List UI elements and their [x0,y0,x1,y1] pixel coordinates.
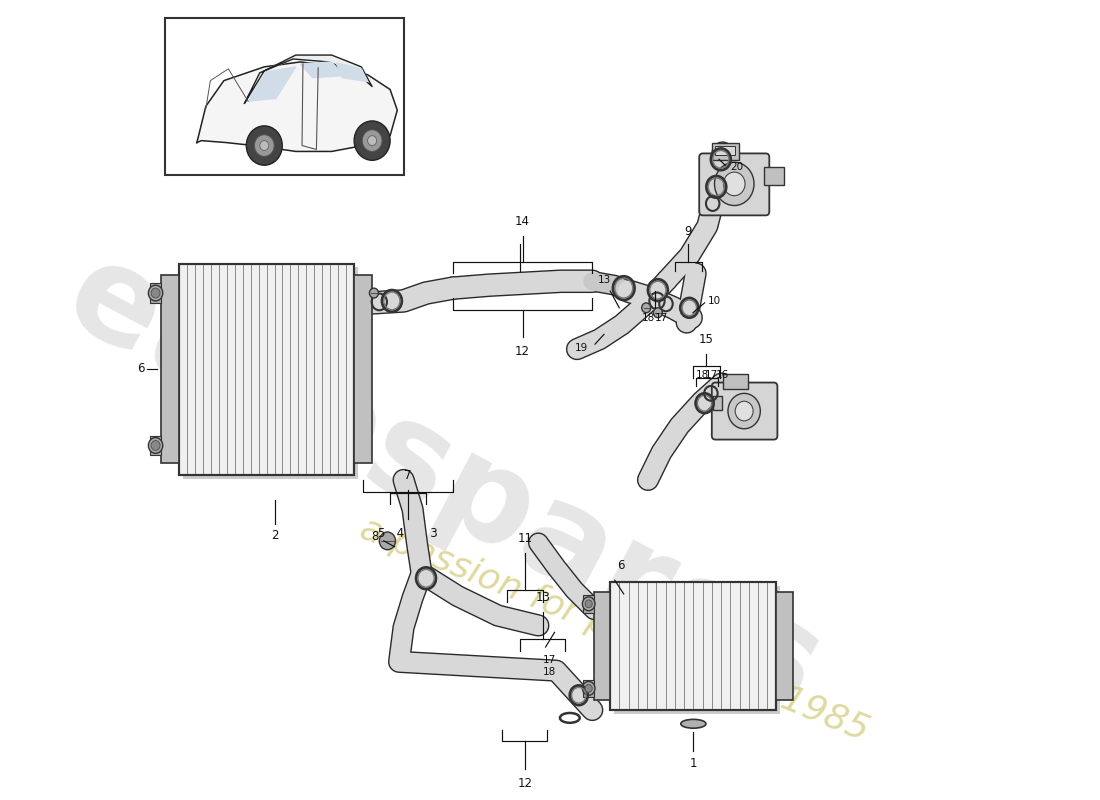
Bar [183,267,358,479]
Bar [713,396,722,410]
Text: 12: 12 [515,345,530,358]
Circle shape [354,121,390,160]
Circle shape [735,402,754,421]
Text: 18: 18 [695,370,708,380]
Polygon shape [300,62,343,78]
Circle shape [151,441,161,450]
Circle shape [367,136,376,146]
Circle shape [653,308,662,318]
Text: 7: 7 [405,469,411,482]
Bar [763,167,783,185]
Bar [712,142,739,160]
Polygon shape [249,67,296,102]
Text: 17: 17 [654,313,668,322]
Circle shape [379,532,396,550]
Circle shape [582,682,595,695]
Text: 10: 10 [708,296,722,306]
Bar [354,275,372,463]
Bar [777,592,793,700]
Circle shape [362,130,382,151]
Bar [179,263,354,475]
Circle shape [728,394,760,429]
Circle shape [151,288,161,298]
Bar [594,592,610,700]
Circle shape [724,172,745,196]
Circle shape [260,141,268,150]
Text: 11: 11 [517,532,532,545]
Bar [151,436,161,455]
Circle shape [254,134,274,156]
Text: eurospares: eurospares [46,230,843,734]
Text: 1: 1 [690,758,696,770]
Circle shape [585,685,592,692]
Text: 14: 14 [515,215,530,228]
Circle shape [641,303,651,313]
Text: 18: 18 [542,666,556,677]
Circle shape [715,162,754,206]
Text: 16: 16 [716,370,729,380]
Bar [610,582,777,710]
Text: 17: 17 [705,370,718,380]
FancyBboxPatch shape [700,154,769,215]
Text: 13: 13 [597,275,611,285]
Bar [610,582,777,710]
Text: 13: 13 [536,591,550,604]
Text: 2: 2 [272,529,278,542]
Text: 18: 18 [642,313,656,322]
Text: 17: 17 [542,655,556,665]
Bar [165,18,404,175]
Circle shape [370,288,378,298]
Text: 9: 9 [684,225,692,238]
Circle shape [585,600,592,608]
Circle shape [148,438,163,454]
Text: 6: 6 [617,559,625,572]
Bar [151,283,161,303]
Polygon shape [337,63,367,82]
Text: 20: 20 [729,162,743,172]
Bar [179,263,354,475]
Polygon shape [244,55,372,103]
Bar [583,595,594,613]
Bar [614,586,780,714]
Text: a passion for parts since 1985: a passion for parts since 1985 [355,511,874,747]
Polygon shape [197,62,397,151]
Text: 8: 8 [371,530,378,543]
Bar [715,146,735,155]
Circle shape [148,285,163,301]
Ellipse shape [681,719,706,728]
FancyBboxPatch shape [712,382,778,439]
Text: 6: 6 [138,362,145,375]
Circle shape [246,126,283,166]
Text: 12: 12 [517,777,532,790]
Text: 15: 15 [698,333,714,346]
Text: 19: 19 [574,343,587,353]
Circle shape [582,597,595,610]
Text: 5   4       3: 5 4 3 [378,527,438,540]
Bar [723,374,748,390]
Bar [583,679,594,698]
Bar [161,275,179,463]
